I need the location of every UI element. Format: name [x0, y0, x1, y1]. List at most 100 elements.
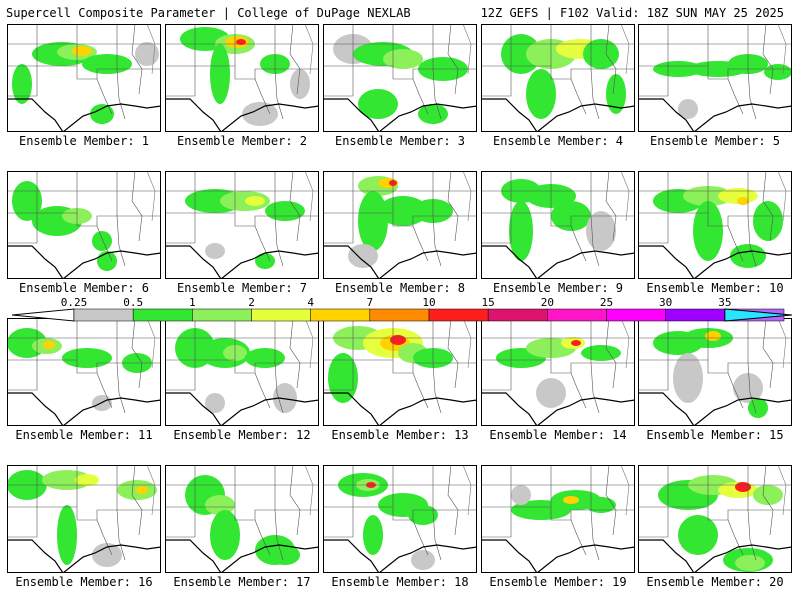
panel-frame: [481, 24, 635, 132]
ensemble-member-label: Ensemble Member: 9: [492, 281, 624, 295]
state-boundary: [131, 24, 143, 95]
state-boundary: [762, 465, 774, 536]
state-boundary: [7, 507, 38, 538]
coastline-border: [693, 103, 792, 132]
scp-contour-fill: [509, 201, 533, 261]
ensemble-member-panel: [323, 465, 477, 573]
scp-map: [7, 465, 161, 573]
scp-map: [638, 24, 792, 132]
state-boundary: [323, 212, 477, 227]
ensemble-member-panel: [165, 318, 319, 426]
state-boundary: [412, 225, 429, 262]
state-boundary: [165, 506, 319, 521]
state-boundary: [254, 519, 271, 556]
ensemble-member-label: Ensemble Member: 2: [176, 134, 308, 148]
state-boundary: [96, 78, 113, 115]
state-boundary: [762, 24, 774, 95]
state-boundary: [605, 171, 617, 242]
ensemble-member-label: Ensemble Member: 4: [492, 134, 624, 148]
colorbar-swatch: [665, 308, 726, 322]
scp-contour-fill: [730, 244, 766, 268]
state-boundary: [620, 24, 630, 75]
colorbar-tick-label: 2: [248, 296, 255, 309]
state-boundary: [254, 372, 271, 409]
ensemble-member-panel: [638, 171, 792, 279]
scp-contour-fill: [733, 373, 763, 403]
map-background: [7, 24, 161, 132]
coastline-border: [62, 544, 161, 573]
panel-frame: [7, 171, 161, 279]
coastline-border: [323, 245, 380, 279]
ensemble-member-label: Ensemble Member: 3: [334, 134, 466, 148]
colorbar-swatch: [73, 308, 134, 322]
state-boundary: [7, 65, 161, 80]
state-boundary: [590, 509, 600, 561]
ensemble-member-label: Ensemble Member: 19: [489, 575, 627, 589]
scp-contour-fill: [411, 550, 435, 570]
ensemble-member-panel: [165, 171, 319, 279]
ensemble-member-label: Ensemble Member: 12: [173, 428, 311, 442]
ensemble-member-panel: [481, 465, 635, 573]
coastline-border: [481, 392, 538, 426]
state-boundary: [481, 66, 512, 97]
state-boundary: [131, 465, 143, 536]
ensemble-member-panel: [323, 24, 477, 132]
coastline-border: [638, 245, 695, 279]
scp-contour-fill: [242, 102, 278, 126]
state-boundary: [638, 65, 792, 80]
colorbar-tick-label: 0.5: [123, 296, 144, 309]
coastline-border: [378, 103, 477, 132]
state-boundary: [605, 24, 617, 95]
scp-contour-fill: [245, 348, 285, 368]
coastline-border: [481, 98, 538, 132]
state-boundary: [432, 509, 442, 561]
scp-map: [323, 465, 477, 573]
scp-contour-fill: [511, 485, 531, 505]
state-boundary: [481, 360, 512, 391]
coastline-border: [481, 245, 538, 279]
state-boundary: [432, 215, 442, 267]
coastline-border: [693, 544, 792, 573]
coastline-border: [165, 245, 222, 279]
scp-contour-fill: [90, 104, 114, 124]
colorbar-swatch: [310, 308, 371, 322]
coastline-border: [638, 392, 695, 426]
coastline-border: [481, 539, 538, 573]
colorbar-swatch: [192, 308, 252, 322]
state-boundary: [605, 318, 617, 389]
coastline-border: [165, 98, 222, 132]
scp-contour-fill: [328, 353, 358, 403]
scp-contour-fill: [43, 341, 55, 349]
scp-contour-fill: [205, 393, 225, 413]
coastline-border: [693, 397, 792, 426]
state-boundary: [638, 360, 669, 391]
coastline-border: [220, 397, 319, 426]
panel-frame: [481, 171, 635, 279]
state-boundary: [638, 506, 792, 521]
state-boundary: [323, 507, 354, 538]
coastline-border: [323, 98, 380, 132]
state-boundary: [570, 372, 587, 409]
colorbar-swatch: [369, 308, 430, 322]
state-boundary: [254, 78, 271, 115]
panel-frame: [638, 171, 792, 279]
panel-frame: [323, 465, 477, 573]
ensemble-member-panel: [638, 24, 792, 132]
scp-map: [7, 24, 161, 132]
state-boundary: [620, 318, 630, 369]
state-boundary: [462, 465, 472, 516]
scp-contour-fill: [97, 251, 117, 271]
state-boundary: [727, 225, 744, 262]
state-boundary: [570, 225, 587, 262]
panel-frame: [165, 24, 319, 132]
state-boundary: [274, 68, 284, 120]
colorbar-tick-label: 25: [599, 296, 614, 309]
colorbar-swatch: [487, 308, 548, 322]
colorbar-swatch: [606, 308, 666, 322]
scp-contour-fill: [205, 243, 225, 259]
map-background: [165, 171, 319, 279]
state-boundary: [323, 213, 354, 244]
scp-contour-fill: [737, 197, 749, 205]
panel-frame: [481, 465, 635, 573]
state-boundary: [146, 465, 156, 516]
